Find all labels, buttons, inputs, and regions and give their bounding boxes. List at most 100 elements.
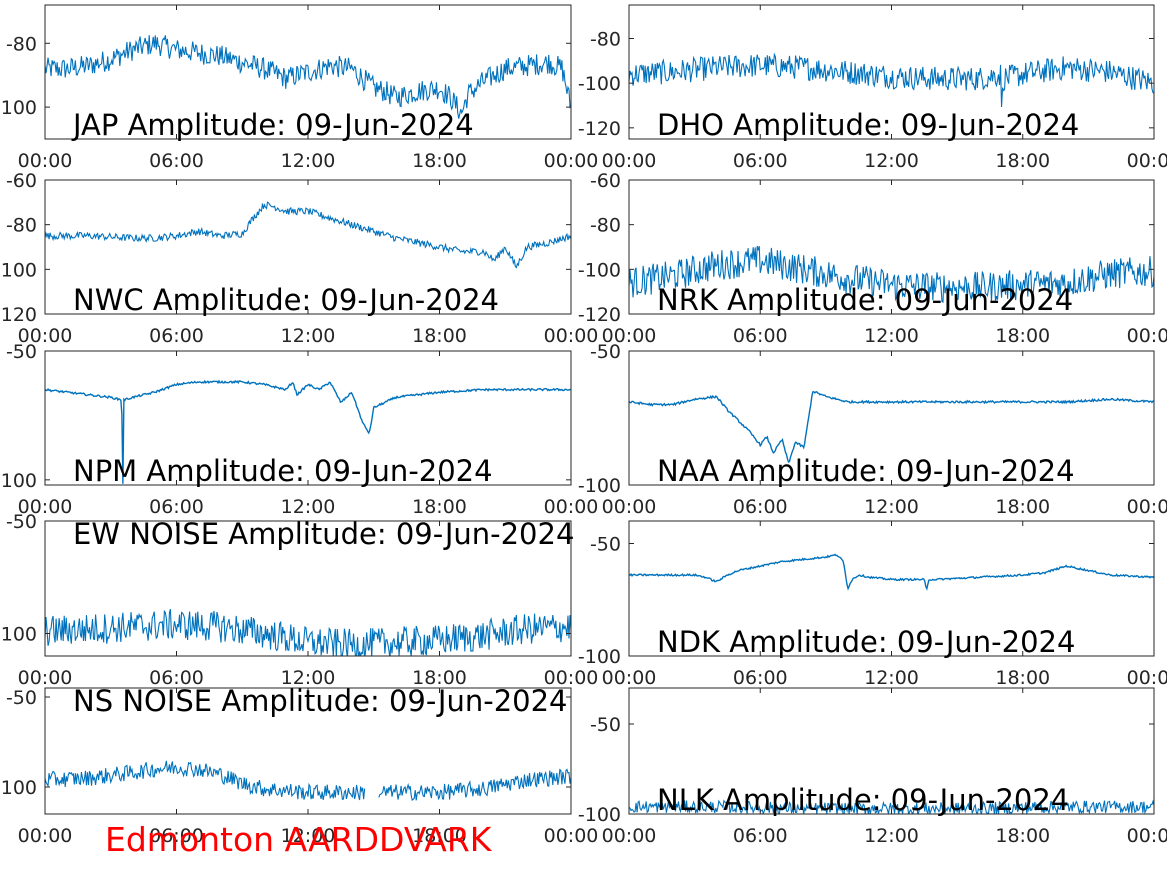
x-tick-label: 06:00: [733, 325, 788, 347]
panel-title: NPM Amplitude: 09-Jun-2024: [73, 454, 493, 488]
y-tick-label: -50: [6, 511, 37, 533]
x-tick-label: 00:00: [18, 825, 73, 847]
x-tick-label: 12:00: [864, 825, 919, 847]
panel-5: 00:00 06:00 12:00 18:00 00:00 -50 100 NPM Ampli…: [1, 341, 599, 518]
y-tick-label: -60: [590, 170, 621, 192]
panel-1: 00:00 06:00 12:00 18:00 00:00 -80 100 JAP Ampli…: [1, 4, 599, 172]
x-tick-label: 00:00: [602, 825, 657, 847]
x-tick-label: 06:00: [733, 150, 788, 172]
series-line: [629, 553, 1154, 591]
x-tick-label: 00:00: [1127, 496, 1167, 518]
x-tick-label: 18:00: [995, 667, 1050, 689]
x-tick-label: 06:00: [149, 325, 204, 347]
panel-9: 00:00 06:00 12:00 18:00 00:00 -50 100 NS NOISE …: [1, 684, 599, 847]
x-tick-label: 06:00: [149, 496, 204, 518]
y-tick-label: -50: [590, 714, 621, 736]
series-line: [45, 760, 571, 802]
y-tick-label: -80: [590, 29, 621, 51]
series-line: [629, 52, 1154, 108]
panel-10: 00:00 06:00 12:00 18:00 00:00 -50 -100 NLK Ampl…: [578, 687, 1167, 847]
y-tick-label: -100: [578, 73, 621, 95]
y-tick-label: 120: [1, 304, 37, 326]
y-tick-label: -50: [590, 534, 621, 556]
panel-title: NLK Amplitude: 09-Jun-2024: [657, 783, 1069, 817]
y-tick-label: -50: [6, 687, 37, 709]
y-tick-label: 100: [1, 624, 37, 646]
y-tick-label: -100: [578, 259, 621, 281]
panel-title: JAP Amplitude: 09-Jun-2024: [71, 108, 474, 142]
x-tick-label: 00:00: [1127, 825, 1167, 847]
panel-2: 00:00 06:00 12:00 18:00 00:00 -80 -100 -120 DHO …: [578, 4, 1167, 172]
y-tick-label: -100: [578, 475, 621, 497]
y-tick-label: -80: [6, 215, 37, 237]
x-tick-label: 18:00: [412, 496, 467, 518]
y-tick-label: 100: [1, 777, 37, 799]
x-tick-label: 00:00: [602, 667, 657, 689]
x-tick-label: 12:00: [864, 496, 919, 518]
x-tick-label: 00:00: [18, 667, 73, 689]
y-tick-label: -50: [590, 341, 621, 363]
panel-3: 00:00 06:00 12:00 18:00 00:00 -60 -80 100 120 NWC…: [1, 170, 599, 347]
x-tick-label: 00:00: [602, 496, 657, 518]
x-tick-label: 00:00: [1127, 150, 1167, 172]
x-tick-label: 18:00: [995, 325, 1050, 347]
x-tick-label: 00:00: [18, 325, 73, 347]
x-tick-label: 00:00: [1127, 325, 1167, 347]
panel-title: NAA Amplitude: 09-Jun-2024: [657, 454, 1075, 488]
y-tick-label: -80: [590, 215, 621, 237]
x-tick-label: 12:00: [281, 325, 336, 347]
y-tick-label: -50: [6, 341, 37, 363]
x-tick-label: 06:00: [149, 150, 204, 172]
y-tick-label: 100: [1, 259, 37, 281]
x-tick-label: 06:00: [733, 496, 788, 518]
x-tick-label: 12:00: [281, 667, 336, 689]
series-line: [45, 35, 571, 119]
x-tick-label: 06:00: [733, 667, 788, 689]
x-tick-label: 00:00: [18, 496, 73, 518]
series-line: [629, 390, 1154, 463]
panel-title: NRK Amplitude: 09-Jun-2024: [657, 283, 1073, 317]
y-tick-label: -120: [578, 118, 621, 140]
x-tick-label: 00:00: [1127, 667, 1167, 689]
x-tick-label: 00:00: [544, 150, 599, 172]
panel-6: 00:00 06:00 12:00 18:00 00:00 -50 -100 NAA Ampl…: [578, 341, 1167, 518]
series-line: [45, 201, 571, 269]
series-line: [629, 245, 1154, 304]
series-line: [45, 379, 571, 484]
x-tick-label: 00:00: [18, 150, 73, 172]
x-tick-label: 00:00: [544, 825, 599, 847]
y-tick-label: -120: [578, 304, 621, 326]
x-tick-label: 12:00: [281, 825, 336, 847]
x-tick-label: 18:00: [412, 150, 467, 172]
x-tick-label: 18:00: [412, 325, 467, 347]
x-tick-label: 00:00: [602, 150, 657, 172]
y-tick-label: -100: [578, 646, 621, 668]
y-tick-label: -80: [6, 33, 37, 55]
x-tick-label: 18:00: [412, 667, 467, 689]
panel-7: 00:00 06:00 12:00 18:00 00:00 -50 100 EW NOISE …: [1, 511, 599, 689]
y-tick-label: 100: [1, 470, 37, 492]
panel-title: DHO Amplitude: 09-Jun-2024: [657, 108, 1079, 142]
x-tick-label: 18:00: [995, 496, 1050, 518]
x-tick-label: 12:00: [281, 150, 336, 172]
panel-title: EW NOISE Amplitude: 09-Jun-2024: [73, 517, 574, 551]
panel-title: NS NOISE Amplitude: 09-Jun-2024: [73, 684, 568, 718]
y-tick-label: -100: [578, 804, 621, 826]
x-tick-label: 06:00: [149, 825, 204, 847]
panel-title: NDK Amplitude: 09-Jun-2024: [657, 625, 1075, 659]
x-tick-label: 12:00: [864, 150, 919, 172]
x-tick-label: 18:00: [995, 150, 1050, 172]
x-tick-label: 18:00: [412, 825, 467, 847]
x-tick-label: 06:00: [149, 667, 204, 689]
x-tick-label: 00:00: [544, 496, 599, 518]
panel-4: 00:00 06:00 12:00 18:00 00:00 -60 -80 -100 -120 N…: [578, 170, 1167, 347]
x-tick-label: 18:00: [995, 825, 1050, 847]
y-tick-label: -60: [6, 170, 37, 192]
x-tick-label: 12:00: [864, 667, 919, 689]
series-line: [45, 608, 571, 656]
y-tick-label: 100: [1, 97, 37, 119]
x-tick-label: 12:00: [864, 325, 919, 347]
x-tick-label: 00:00: [602, 325, 657, 347]
station-label: Edmonton AARDDVARK: [105, 820, 492, 859]
